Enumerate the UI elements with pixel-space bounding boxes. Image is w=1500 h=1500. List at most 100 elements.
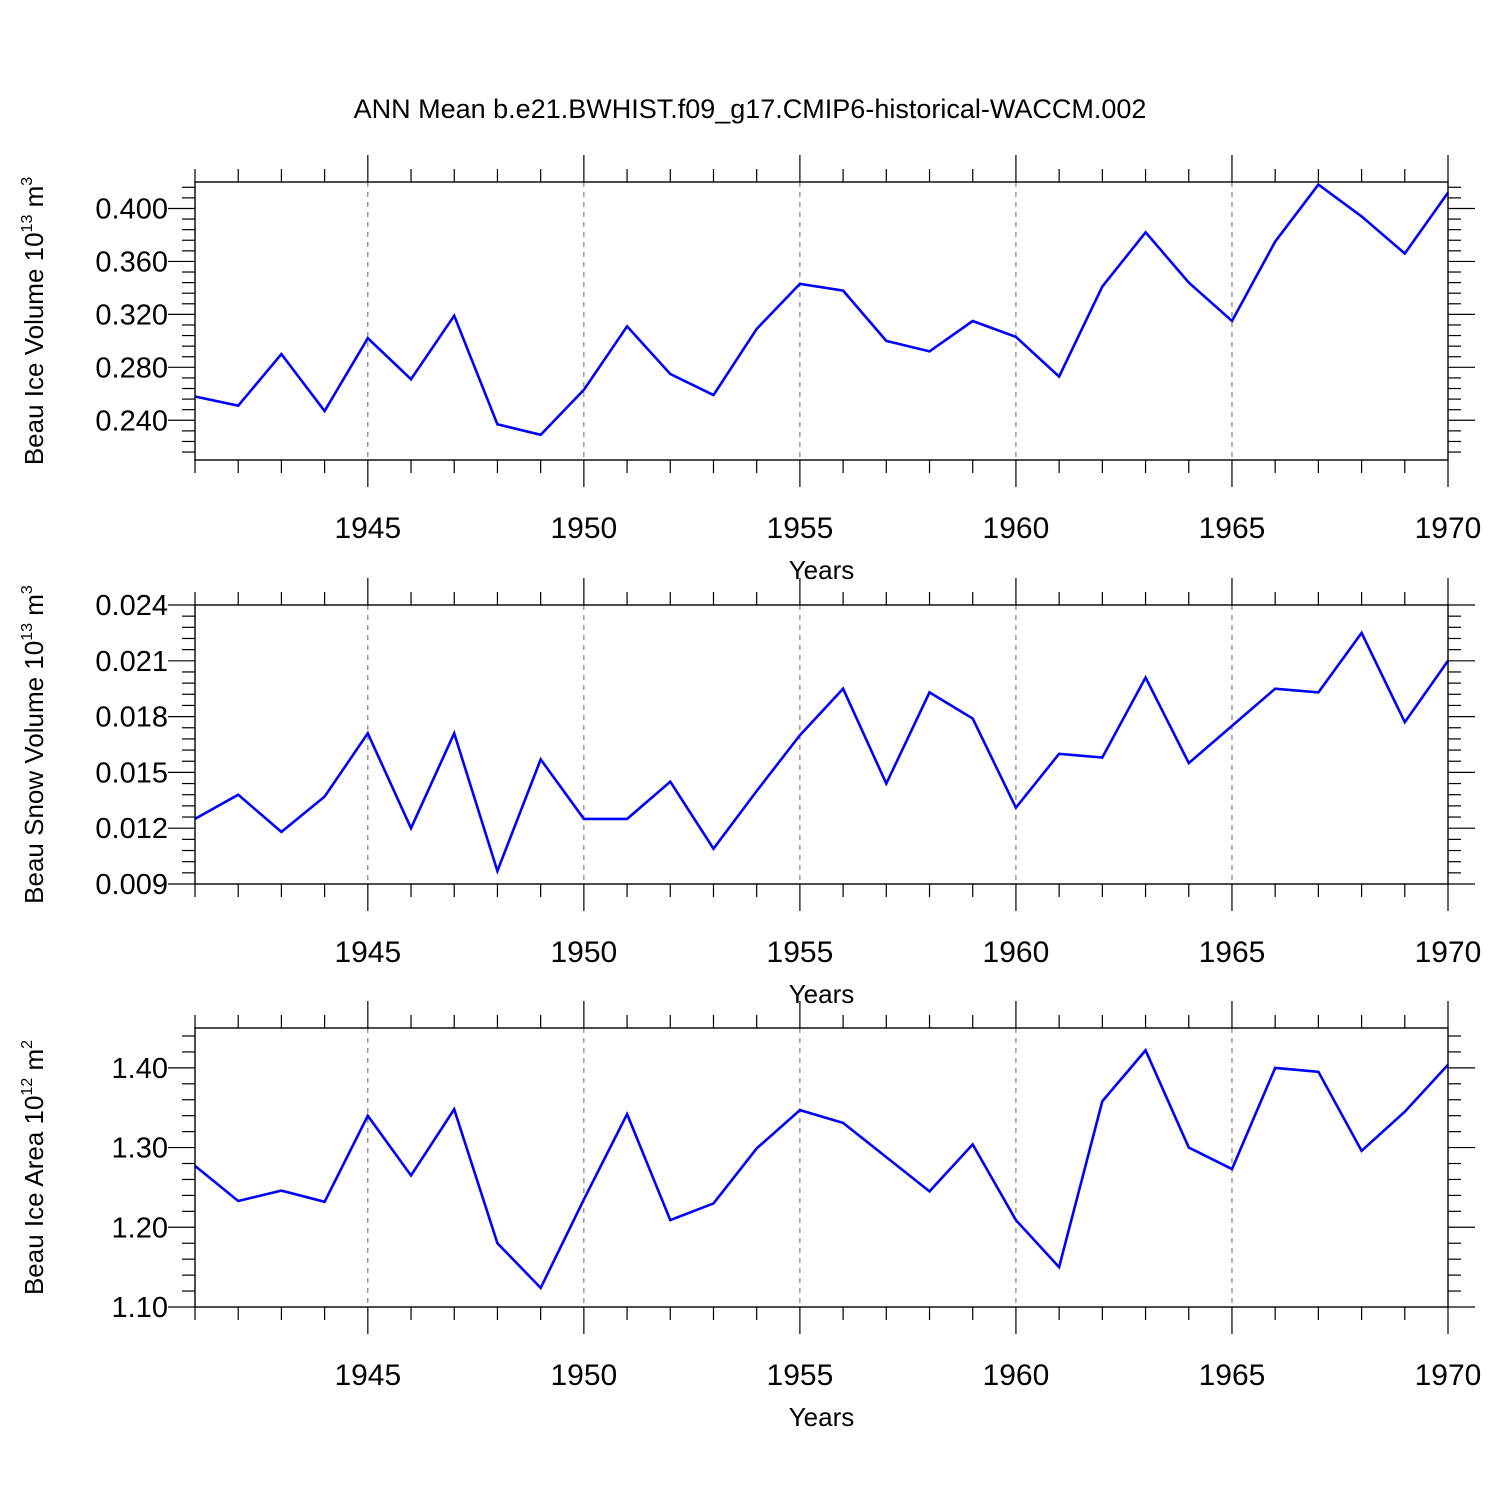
snow-volume-data-point: [1275, 688, 1276, 689]
snow-volume-y-tick-label: 0.021: [95, 646, 168, 678]
ice-area-data-point: [627, 1114, 628, 1115]
ice-area-data-point: [583, 1199, 584, 1200]
ice-area-x-tick-label: 1965: [1199, 1359, 1266, 1392]
ice-volume-data-point: [367, 338, 368, 339]
snow-volume-data-point: [929, 692, 930, 693]
ice-area-data-point: [1275, 1067, 1276, 1068]
snow-volume-data-point: [540, 759, 541, 760]
ice-volume-data-point: [1318, 184, 1319, 185]
snow-volume-x-tick-label: 1965: [1199, 936, 1266, 969]
ice-volume-data-point: [929, 351, 930, 352]
snow-volume-data-point: [972, 718, 973, 719]
ice-area-y-tick-label: 1.20: [112, 1212, 168, 1244]
ice-area-y-tick-label: 1.10: [112, 1292, 168, 1324]
ice-volume-panel: 0.240 0.280 0.320 0.360 0.400 1945 1950 1955 196…: [19, 155, 1481, 585]
ice-area-series-line: [194, 1047, 1449, 1291]
snow-volume-data-point: [454, 733, 455, 734]
snow-volume-panel: 0.009 0.012 0.015 0.018 0.021 0.024 1945 1950 19…: [19, 578, 1481, 1009]
ice-volume-data-point: [670, 373, 671, 374]
snow-volume-x-tick-label: 1950: [550, 936, 617, 969]
ice-area-x-tick-label: 1970: [1415, 1359, 1482, 1392]
snow-volume-y-tick-label: 0.012: [95, 813, 168, 845]
snow-volume-x-axis-label: Years: [789, 979, 855, 1009]
snow-volume-data-point: [627, 818, 628, 819]
snow-volume-data-point: [670, 781, 671, 782]
snow-volume-data-point: [1318, 692, 1319, 693]
ice-area-data-point: [324, 1201, 325, 1202]
snow-volume-y-axis-label: Beau Snow Volume 1013 m3: [19, 585, 49, 904]
snow-volume-data-point: [799, 735, 800, 736]
snow-volume-x-tick-label: 1970: [1415, 936, 1482, 969]
snow-volume-data-point: [367, 733, 368, 734]
snow-volume-data-point: [238, 794, 239, 795]
ice-area-data-point: [1231, 1169, 1232, 1170]
ice-volume-data-point: [1231, 321, 1232, 322]
ice-volume-data-point: [1059, 376, 1060, 377]
ice-volume-data-point: [281, 354, 282, 355]
ice-volume-y-tick-label: 0.280: [95, 352, 168, 384]
ice-area-data-point: [756, 1148, 757, 1149]
ice-area-data-point: [1015, 1220, 1016, 1221]
ice-area-plot-frame: [194, 1027, 1449, 1308]
ice-volume-y-tick-label: 0.320: [95, 299, 168, 331]
snow-volume-data-point: [843, 688, 844, 689]
ice-volume-data-point: [1188, 282, 1189, 283]
ice-area-data-point: [238, 1200, 239, 1201]
ice-volume-data-point: [238, 405, 239, 406]
snow-volume-data-point: [713, 848, 714, 849]
snow-volume-y-tick-label: 0.009: [95, 869, 168, 901]
ice-area-data-point: [843, 1122, 844, 1123]
ice-volume-y-axis-label: Beau Ice Volume 1013 m3: [19, 177, 49, 465]
ice-volume-data-point: [1145, 232, 1146, 233]
ice-volume-data-point: [886, 340, 887, 341]
ice-volume-x-tick-label: 1970: [1415, 512, 1482, 545]
snow-volume-data-point: [583, 818, 584, 819]
ice-area-data-point: [929, 1191, 930, 1192]
snow-volume-data-point: [281, 831, 282, 832]
snow-volume-data-point: [324, 796, 325, 797]
ice-area-data-point: [886, 1157, 887, 1158]
ice-area-data-point: [454, 1109, 455, 1110]
ice-volume-data-point: [756, 328, 757, 329]
snow-volume-data-point: [756, 791, 757, 792]
snow-volume-data-point: [411, 828, 412, 829]
ice-volume-x-axis-label: Years: [789, 555, 855, 585]
ice-volume-data-point: [411, 379, 412, 380]
snow-volume-data-point: [1231, 725, 1232, 726]
ice-area-data-point: [1188, 1147, 1189, 1148]
ice-area-data-point: [1404, 1111, 1405, 1112]
ice-volume-data-point: [1015, 336, 1016, 337]
ice-volume-data-point: [972, 321, 973, 322]
snow-volume-plot-frame: [194, 604, 1449, 885]
ice-volume-data-point: [454, 315, 455, 316]
ice-volume-data-point: [583, 389, 584, 390]
ice-area-data-point: [713, 1203, 714, 1204]
ice-area-data-point: [1318, 1071, 1319, 1072]
ice-volume-data-point: [1404, 253, 1405, 254]
ice-area-panel: 1.10 1.20 1.30 1.40 1945 1950 1955 1960 1965 1970…: [19, 1001, 1481, 1432]
ice-volume-data-point: [627, 326, 628, 327]
ice-area-data-point: [1059, 1267, 1060, 1268]
ice-volume-data-point: [799, 283, 800, 284]
ice-area-data-point: [281, 1190, 282, 1191]
ice-volume-data-point: [540, 434, 541, 435]
chart-title: ANN Mean b.e21.BWHIST.f09_g17.CMIP6-hist…: [354, 94, 1147, 124]
ice-area-data-point: [540, 1287, 541, 1288]
ice-volume-y-tick-label: 0.360: [95, 246, 168, 278]
snow-volume-y-tick-label: 0.015: [95, 757, 168, 789]
snow-volume-y-tick-label: 0.024: [95, 590, 168, 622]
ice-volume-data-point: [324, 411, 325, 412]
snow-volume-x-tick-label: 1960: [983, 936, 1050, 969]
snow-volume-data-point: [497, 870, 498, 871]
ice-area-x-tick-label: 1960: [983, 1359, 1050, 1392]
snow-volume-data-point: [1188, 763, 1189, 764]
ice-volume-y-tick-label: 0.240: [95, 405, 168, 437]
ice-area-data-point: [1361, 1150, 1362, 1151]
snow-volume-data-point: [1404, 722, 1405, 723]
snow-volume-series-line: [194, 630, 1450, 875]
ice-area-data-point: [1102, 1101, 1103, 1102]
ice-volume-series-line: [194, 182, 1450, 437]
ice-area-data-point: [1145, 1050, 1146, 1051]
ice-area-data-point: [367, 1115, 368, 1116]
ice-volume-data-point: [497, 424, 498, 425]
